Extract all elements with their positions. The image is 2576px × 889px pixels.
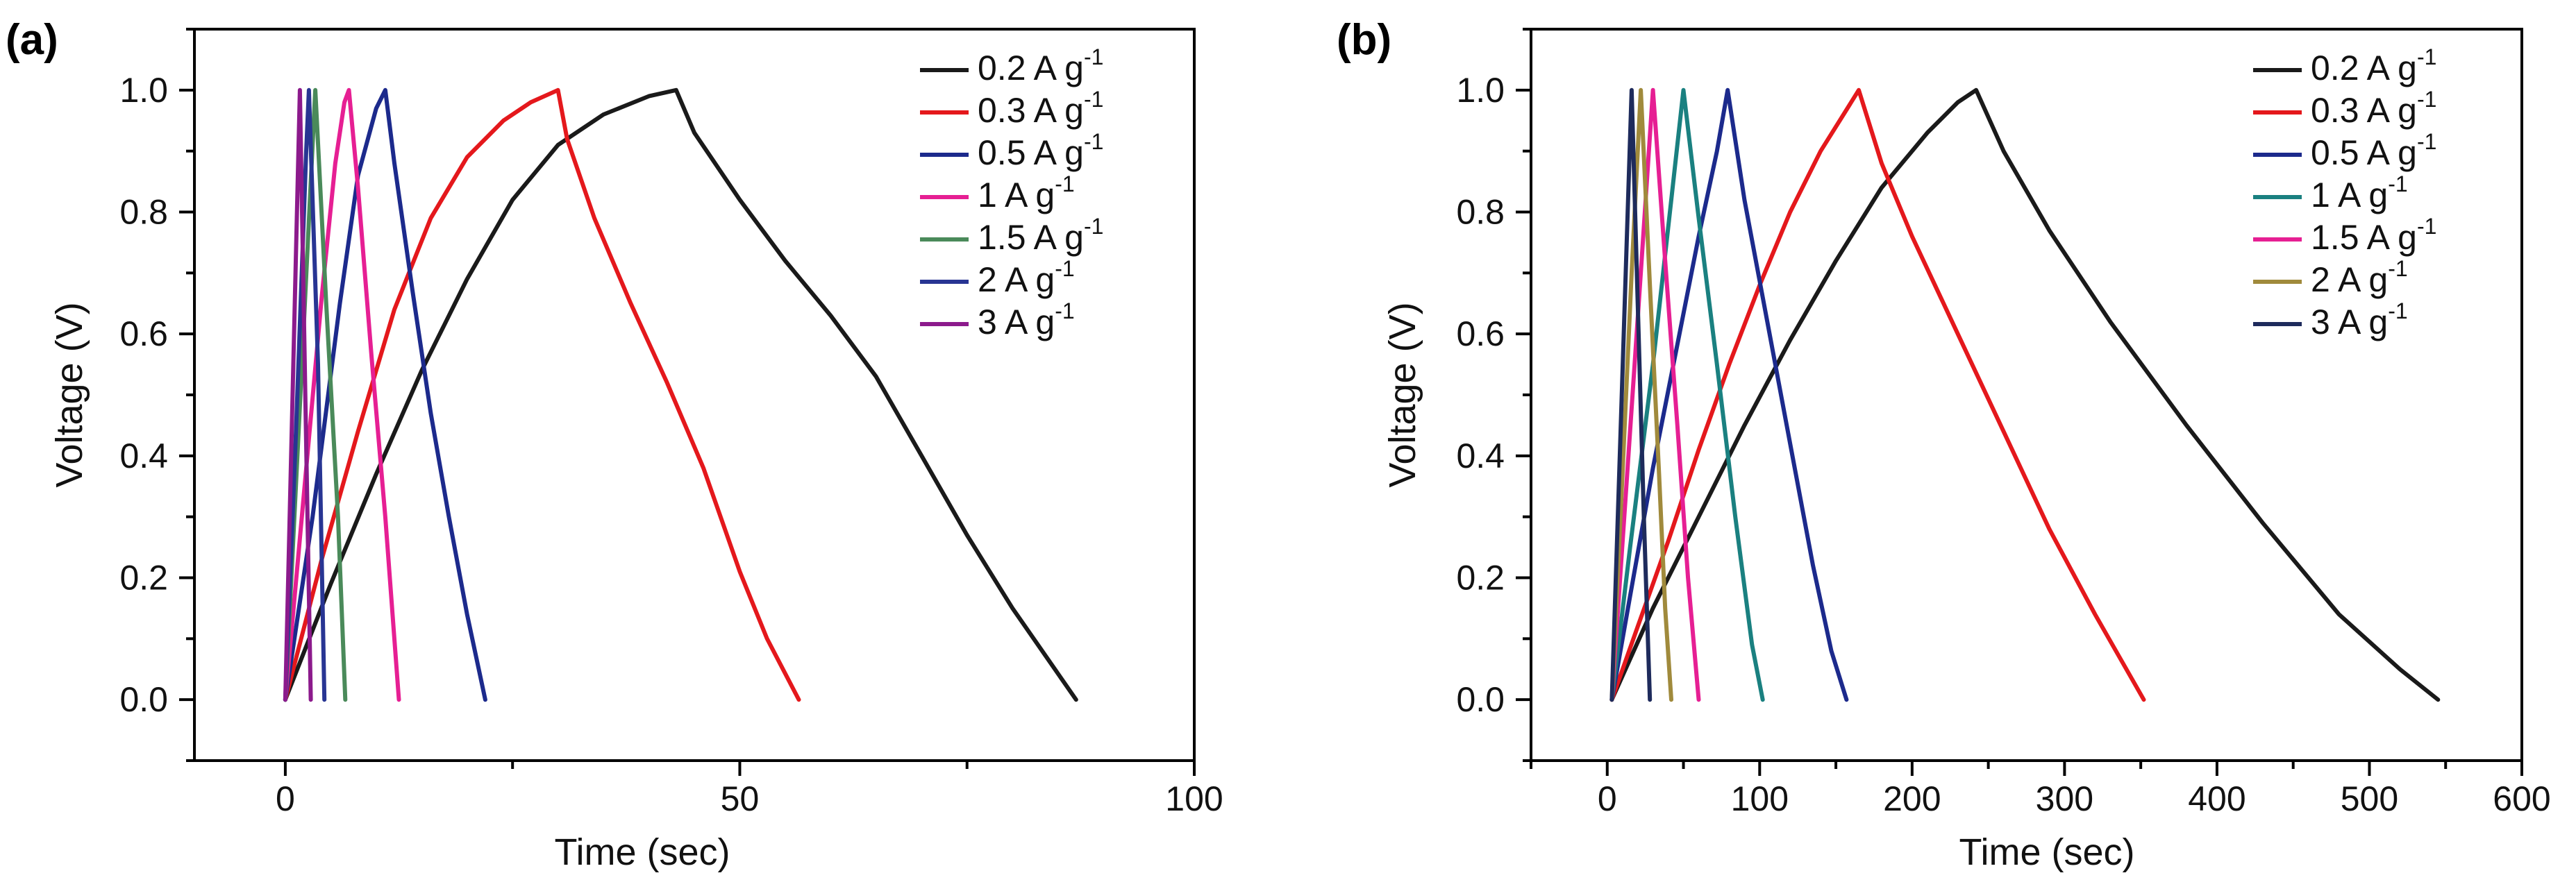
panel-a-y-tick-label: 0.4: [119, 437, 168, 475]
panel-b-x-tick-label: 300: [2036, 779, 2093, 818]
panel-a-y-tick-label: 1.0: [119, 71, 168, 110]
panel-a-y-axis-title: Voltage (V): [49, 302, 90, 487]
panel-b-x-tick-label: 0: [1598, 779, 1617, 818]
panel-b-x-tick-label: 600: [2493, 779, 2550, 818]
panel-b-y-axis-title: Voltage (V): [1382, 302, 1423, 487]
panel-b-chart: (b) Voltage (V) Time (sec) 0 100 200 300 400…: [1337, 16, 2551, 873]
panel-b-legend-label-6: 3 A g-1: [2311, 298, 2408, 341]
panel-b-x-tick-label: 200: [1883, 779, 1941, 818]
panel-a-legend-label-5: 2 A g-1: [978, 256, 1075, 299]
panel-a-label: (a): [6, 16, 58, 64]
panel-a-series-line-0: [283, 87, 1078, 702]
panel-a-chart: (a) Voltage (V) Time (sec) 0 50 100 0.0 0.2 0…: [6, 16, 1223, 873]
panel-b-x-tick-label: 400: [2188, 779, 2245, 818]
panel-b-y-tick-label: 0.0: [1456, 680, 1505, 719]
panel-a-x-axis-title: Time (sec): [555, 831, 730, 873]
panel-b-series-line-5: [1609, 87, 1673, 702]
panel-b-series-line-2: [1609, 87, 1849, 702]
panel-b-x-tick-label: 100: [1731, 779, 1789, 818]
panel-b-legend-label-2: 0.5 A g-1: [2311, 129, 2436, 172]
panel-b-label: (b): [1337, 16, 1391, 64]
panel-a-legend-label-3: 1 A g-1: [978, 171, 1075, 214]
panel-b-y-tick-label: 0.6: [1456, 314, 1505, 353]
panel-b-legend-label-3: 1 A g-1: [2311, 171, 2408, 214]
panel-b-legend-label-4: 1.5 A g-1: [2311, 214, 2436, 257]
panel-a-x-tick-label: 100: [1165, 779, 1223, 818]
panel-b-x-axis-title: Time (sec): [1959, 831, 2135, 873]
panel-b-series-line-6: [1609, 87, 1653, 702]
panel-a-legend-label-4: 1.5 A g-1: [978, 214, 1103, 257]
panel-a-series-line-4: [283, 87, 348, 702]
panel-b-y-tick-label: 1.0: [1456, 71, 1505, 110]
panel-b-legend-label-0: 0.2 A g-1: [2311, 44, 2436, 87]
panel-b-series-line-4: [1609, 87, 1701, 702]
panel-b-legend-label-5: 2 A g-1: [2311, 256, 2408, 299]
panel-a-y-tick-label: 0.0: [119, 680, 168, 719]
panel-b-series-line-0: [1609, 87, 2441, 702]
panel-a-series-line-1: [283, 87, 801, 702]
panel-a-series-line-2: [283, 87, 487, 702]
panel-a-series-line-6: [283, 87, 313, 702]
panel-a-series-line-3: [283, 87, 401, 702]
panel-a-y-tick-label: 0.8: [119, 193, 168, 232]
panel-b-y-tick-label: 0.8: [1456, 193, 1505, 232]
panel-a-legend-label-1: 0.3 A g-1: [978, 87, 1103, 130]
panel-b-y-tick-label: 0.2: [1456, 559, 1505, 598]
panel-b-series-line-1: [1609, 87, 2146, 702]
panel-a-x-tick-label: 0: [276, 779, 295, 818]
panel-b-y-tick-label: 0.4: [1456, 437, 1505, 475]
panel-b-legend-label-1: 0.3 A g-1: [2311, 87, 2436, 130]
panel-a-legend-label-2: 0.5 A g-1: [978, 129, 1103, 172]
panel-a-legend-label-6: 3 A g-1: [978, 298, 1075, 341]
panel-a-x-tick-label: 50: [721, 779, 760, 818]
panel-a-legend-label-0: 0.2 A g-1: [978, 44, 1103, 87]
panel-a-y-tick-label: 0.6: [119, 314, 168, 353]
panel-a-series-line-5: [283, 87, 327, 702]
panel-b-x-tick-label: 500: [2341, 779, 2398, 818]
panel-a-y-tick-label: 0.2: [119, 559, 168, 598]
